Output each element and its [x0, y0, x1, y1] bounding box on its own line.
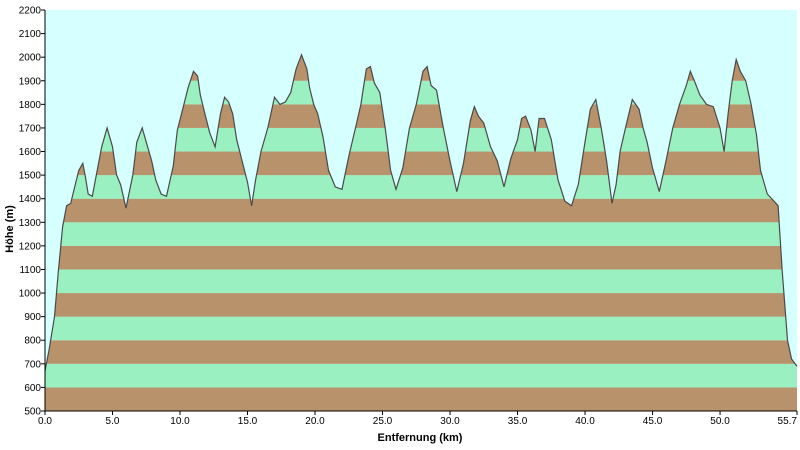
y-tick-label-600: 600: [24, 383, 41, 394]
elevation-band-1100: [45, 245, 797, 270]
y-tick-label-1000: 1000: [19, 289, 42, 300]
elevation-band-900: [45, 293, 797, 317]
axes: [44, 10, 797, 412]
y-tick-label-500: 500: [24, 407, 41, 418]
y-tick-label-1400: 1400: [19, 194, 42, 205]
x-tick-label-1: 5.0: [106, 416, 120, 427]
x-tick-label-0: 0.0: [38, 416, 52, 427]
y-tick-label-2200: 2200: [19, 6, 42, 17]
x-axis-ticks: 0.0 5.0 10.0 15.0 20.0 25.0 30.0 35.0 40.0 45.0 50…: [38, 411, 798, 427]
elevation-band-600: [45, 363, 797, 388]
x-axis-label: Entfernung (km): [378, 432, 463, 444]
y-tick-label-1900: 1900: [19, 76, 42, 87]
y-tick-label-2100: 2100: [19, 29, 42, 40]
elevation-band-1000: [45, 269, 797, 294]
x-tick-label-8: 40.0: [575, 416, 595, 427]
x-tick-label-5: 25.0: [373, 416, 393, 427]
elevation-band-500: [45, 387, 797, 411]
y-axis-label: Höhe (m): [4, 205, 16, 253]
elevation-band-700: [45, 340, 797, 364]
y-tick-label-900: 900: [24, 312, 41, 323]
y-axis-ticks: 500 600 700 800 900 1000 1100 1200 1300 1400 1500 1…: [19, 6, 45, 418]
y-tick-label-1100: 1100: [19, 265, 41, 276]
elevation-band-1200: [45, 222, 797, 246]
x-tick-label-3: 15.0: [238, 416, 258, 427]
x-tick-label-11: 55.7: [778, 416, 798, 427]
y-tick-label-1800: 1800: [19, 100, 42, 111]
profile-line: [44, 53, 798, 372]
x-tick-label-4: 20.0: [305, 416, 325, 427]
x-tick-label-9: 45.0: [643, 416, 663, 427]
y-tick-label-1600: 1600: [19, 147, 42, 158]
y-tick-label-800: 800: [24, 336, 41, 347]
y-tick-label-1500: 1500: [19, 171, 42, 182]
x-tick-label-10: 50.0: [710, 416, 730, 427]
x-tick-label-2: 10.0: [170, 416, 190, 427]
profile-line-group: [44, 53, 798, 372]
y-tick-label-1700: 1700: [19, 123, 42, 134]
y-tick-label-1300: 1300: [19, 218, 42, 229]
elevation-band-1300: [45, 198, 797, 223]
y-tick-label-1200: 1200: [19, 241, 42, 252]
x-tick-label-7: 35.0: [508, 416, 528, 427]
elevation-band-800: [45, 316, 797, 341]
x-tick-label-6: 30.0: [440, 416, 460, 427]
y-tick-label-2000: 2000: [19, 53, 42, 64]
y-tick-label-700: 700: [24, 359, 41, 370]
